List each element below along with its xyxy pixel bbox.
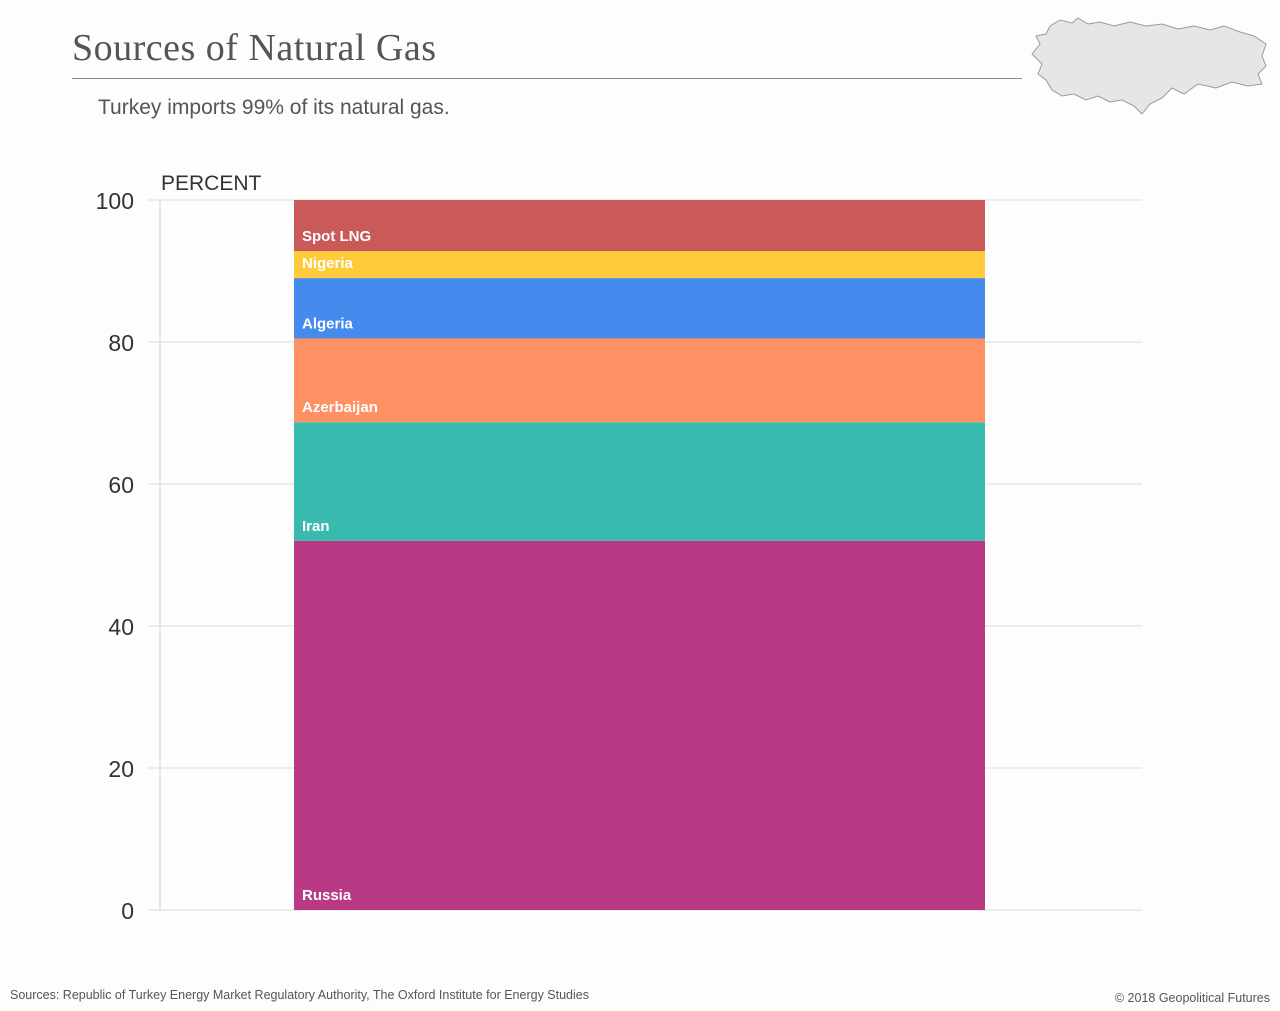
segment-label: Nigeria	[302, 255, 354, 272]
segment-label: Azerbaijan	[302, 399, 378, 416]
y-tick-label: 0	[121, 898, 134, 924]
segment-label: Spot LNG	[302, 228, 371, 245]
segment-label: Russia	[302, 887, 352, 904]
segment-label: Algeria	[302, 315, 354, 332]
bar-segment-nigeria	[294, 251, 985, 279]
turkey-map-icon	[1031, 17, 1267, 115]
copyright-note: © 2018 Geopolitical Futures	[1114, 991, 1270, 1005]
chart-title: Sources of Natural Gas	[72, 27, 437, 69]
bar-segment-russia	[294, 540, 985, 910]
bar-segment-azerbaijan	[294, 338, 985, 423]
chart-subtitle: Turkey imports 99% of its natural gas.	[98, 96, 450, 119]
bar-segment-iran	[294, 422, 985, 541]
bar-segment-algeria	[294, 278, 985, 339]
y-tick-label: 80	[108, 330, 134, 356]
title-divider	[72, 78, 1022, 79]
sources-note: Sources: Republic of Turkey Energy Marke…	[10, 988, 589, 1002]
bar-segment-spot-lng	[294, 200, 985, 252]
y-tick-label: 100	[96, 188, 134, 214]
y-tick-label: 40	[108, 614, 134, 640]
segment-label: Iran	[302, 518, 330, 535]
y-axis-unit-label: PERCENT	[161, 172, 262, 195]
y-tick-label: 60	[108, 472, 134, 498]
y-tick-label: 20	[108, 756, 134, 782]
